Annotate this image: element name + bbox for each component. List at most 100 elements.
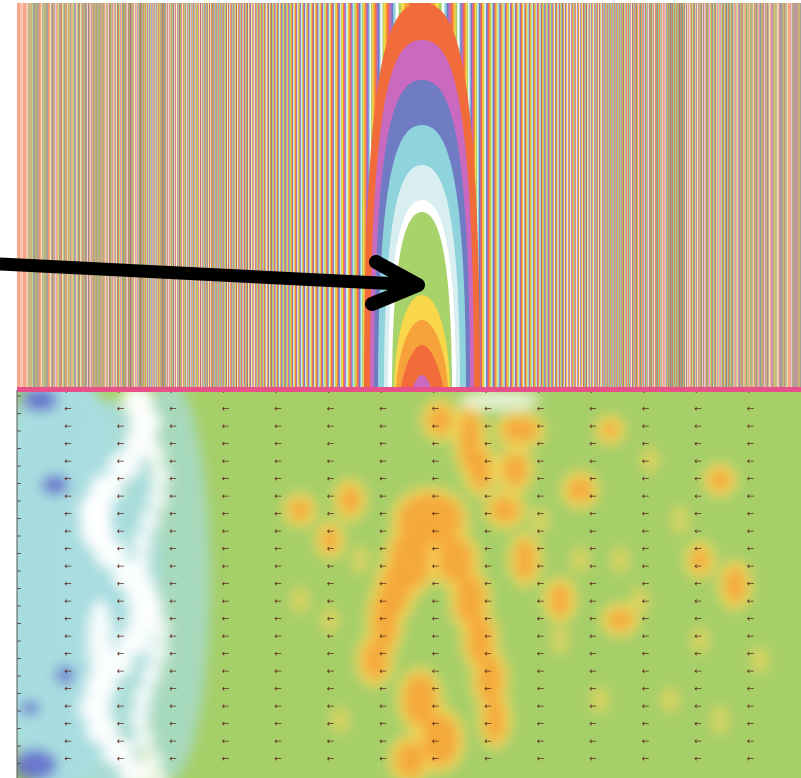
fringe-stripe [764,3,765,390]
fringe-stripe [747,3,749,390]
fringe-stripe [701,3,703,390]
vector-arrow-icon: ← [484,475,492,485]
fringe-stripe [580,3,582,390]
fringe-stripe [609,3,611,390]
phase-blob [640,446,660,474]
phase-blob [55,665,75,685]
fringe-stripe [307,3,309,390]
fringe-stripe [716,3,718,390]
fringe-stripe [185,3,186,390]
fringe-stripe [774,3,776,390]
fringe-stripe [123,3,125,390]
fringe-stripe [320,3,321,390]
vector-arrow-icon: ← [274,737,282,747]
fringe-stripe [327,3,329,390]
vector-arrow-icon: ← [537,632,545,642]
fringe-stripe [240,3,242,390]
vector-arrow-icon: ← [64,720,72,730]
vector-arrow-icon: ← [274,685,282,695]
fringe-stripe [129,3,131,390]
fringe-stripe [635,3,637,390]
fringe-stripe [248,3,250,390]
vector-arrow-icon: ← [537,387,545,397]
vector-arrow-icon: ← [379,580,387,590]
fringe-stripe [101,3,102,390]
fringe-stripe [27,3,29,390]
vector-arrow-icon: ← [222,422,230,432]
phase-blob [17,749,57,778]
fringe-stripe [317,3,319,390]
fringe-stripe [322,3,324,390]
vector-arrow-icon: ← [64,597,72,607]
fringe-stripe [766,3,768,390]
fringe-stripe [667,3,669,390]
fringe-stripe [206,3,207,390]
fringe-stripe [752,3,754,390]
fringe-stripe [690,3,692,390]
fringe-stripe [254,3,256,390]
fringe-stripe [729,3,731,390]
fringe-stripe [780,3,782,390]
fringe-stripe [71,3,72,390]
fringe-stripe [271,3,273,390]
panel-separator [17,387,801,392]
vector-arrow-icon: ← [327,440,335,450]
vector-arrow-icon: ← [222,702,230,712]
vector-arrow-icon: ← [117,562,125,572]
vector-arrow-icon: ← [694,440,702,450]
fringe-stripe [341,3,342,390]
fringe-stripe [546,3,548,390]
fringe-stripe [267,3,269,390]
fringe-stripe [81,3,83,390]
fringe-stripe [270,3,272,390]
fringe-stripe [660,3,662,390]
fringe-stripe [190,3,192,390]
fringe-stripe [196,3,198,390]
fringe-stripe [534,3,536,390]
vector-arrow-icon: ← [327,632,335,642]
fringe-stripe [225,3,227,390]
fringe-stripe [193,3,195,390]
fringe-stripe [72,3,74,390]
fringe-stripe [105,3,107,390]
fringe-stripe [19,3,21,390]
vector-arrow-icon: ← [64,492,72,502]
fringe-stripe [171,3,173,390]
fringe-stripe [650,3,651,390]
fringe-stripe [314,3,315,390]
phase-blob [322,528,338,552]
fringe-stripe [505,3,507,390]
fringe-stripe [797,3,798,390]
fringe-stripe [744,3,746,390]
fringe-stripe [198,3,200,390]
fringe-stripe [269,3,271,390]
fringe-stripe [771,3,773,390]
fringe-stripe [229,3,231,390]
phase-blob [373,590,397,650]
fringe-stripe [681,3,683,390]
fringe-stripe [547,3,549,390]
fringe-stripe [49,3,51,390]
fringe-stripe [259,3,261,390]
fringe-stripe [578,3,579,390]
fringe-stripe [335,3,338,390]
fringe-stripe [707,3,708,390]
fringe-stripe [235,3,237,390]
fringe-stripe [80,3,81,390]
fringe-stripe [18,3,20,390]
fringe-stripe [623,3,624,390]
fringe-stripe [289,3,291,390]
vector-arrow-icon: ← [642,737,650,747]
fringe-stripe [768,3,770,390]
fringe-stripe [212,3,214,390]
fringe-stripe [699,3,701,390]
fringe-stripe [21,3,23,390]
vector-arrow-icon: ← [379,685,387,695]
fringe-stripe [509,3,511,390]
fringe-stripe [146,3,148,390]
fringe-stripe [231,3,233,390]
fringe-stripe [497,3,499,390]
phase-blob [119,760,152,778]
vector-arrow-icon: ← [64,440,72,450]
